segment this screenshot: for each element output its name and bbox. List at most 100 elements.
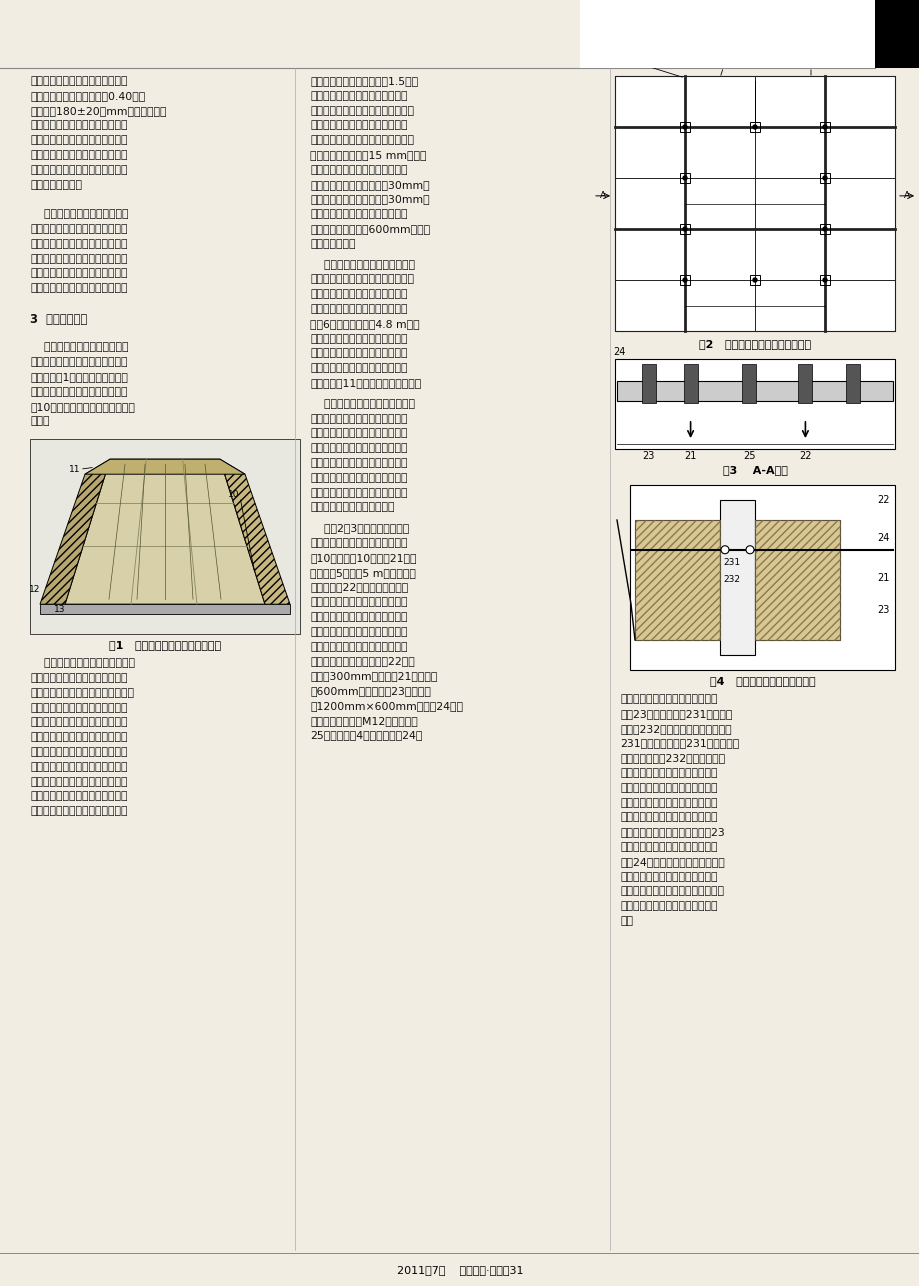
Bar xyxy=(874,0,919,68)
Text: 方法中大墩柱模板支撑的主龙骨采: 方法中大墩柱模板支撑的主龙骨采 xyxy=(310,538,407,548)
Text: A: A xyxy=(903,192,909,201)
Bar xyxy=(679,174,689,183)
Text: 浆，又起到模板定位作用，饰面效: 浆，又起到模板定位作用，饰面效 xyxy=(619,768,717,778)
Text: 图4   本发明中穿墙螺栓应用示意: 图4 本发明中穿墙螺栓应用示意 xyxy=(709,676,814,685)
Text: 231: 231 xyxy=(722,558,739,567)
Text: 根据设计的节点要求对局部进行加: 根据设计的节点要求对局部进行加 xyxy=(619,901,717,912)
Text: 上塑料套管堵头232，既防止了漏: 上塑料套管堵头232，既防止了漏 xyxy=(619,754,724,763)
Text: 22: 22 xyxy=(877,495,889,505)
Text: 加，预埋位置靠近混凝土温差大的: 加，预埋位置靠近混凝土温差大的 xyxy=(30,76,128,86)
Text: 套筒与钢筋连接。: 套筒与钢筋连接。 xyxy=(30,180,82,189)
Text: 水饰面混凝土重要的装饰效果之一，: 水饰面混凝土重要的装饰效果之一， xyxy=(310,105,414,116)
Text: 22: 22 xyxy=(713,58,725,68)
Polygon shape xyxy=(220,459,289,604)
Text: 计的吊环位置，并应尽量保证钢丝: 计的吊环位置，并应尽量保证钢丝 xyxy=(310,444,407,453)
Text: 械化和标准化，提升了工作效率。: 械化和标准化，提升了工作效率。 xyxy=(30,283,128,293)
Bar xyxy=(40,604,289,615)
Text: 并根据实际情况利用边模随时调整；: 并根据实际情况利用边模随时调整； xyxy=(310,274,414,284)
Text: 适用于如图1所示的大面积、大斜: 适用于如图1所示的大面积、大斜 xyxy=(30,372,128,382)
Text: 处因弯起的钢筋顶模板，造成局部: 处因弯起的钢筋顶模板，造成局部 xyxy=(30,777,128,787)
Bar xyxy=(742,364,755,403)
Text: 本发明方法中大墩柱模板的横向分: 本发明方法中大墩柱模板的横向分 xyxy=(310,289,407,300)
Text: 21: 21 xyxy=(643,58,655,68)
Text: 露筋而使外墙大角出现锈斑。对于: 露筋而使外墙大角出现锈斑。对于 xyxy=(30,791,128,801)
Text: 筑完成后的效果，提高了施工的机: 筑完成后的效果，提高了施工的机 xyxy=(30,269,128,278)
Text: 图3    A-A剖面: 图3 A-A剖面 xyxy=(721,466,787,475)
Text: 搭建大墩柱钢筋支撑。施工时，: 搭建大墩柱钢筋支撑。施工时， xyxy=(30,658,135,669)
Text: 21: 21 xyxy=(877,574,889,583)
Text: 是凹入混凝土表面的分格线或装饰: 是凹入混凝土表面的分格线或装饰 xyxy=(310,121,407,130)
Circle shape xyxy=(752,278,756,282)
Text: 柱10清水混凝土的施工。施工步骤: 柱10清水混凝土的施工。施工步骤 xyxy=(30,401,135,412)
Bar xyxy=(579,0,874,68)
Text: 如图2，3所示，本发明施工: 如图2，3所示，本发明施工 xyxy=(310,523,409,534)
Circle shape xyxy=(682,278,686,282)
Text: 同时避让支设模板时穿墙螺栓孔的: 同时避让支设模板时穿墙螺栓孔的 xyxy=(30,702,128,712)
Text: 足锚固长度，又要防止转角及交会: 足锚固长度，又要防止转角及交会 xyxy=(30,761,128,772)
Text: 螺栓23外加塑料套管231和塑料套: 螺栓23外加塑料套管231和塑料套 xyxy=(619,709,732,719)
Text: 混凝土明缝条设计深15 mm，因此: 混凝土明缝条设计深15 mm，因此 xyxy=(310,150,426,159)
Text: 的柏利夹具；紧锁模板的柏利夹具: 的柏利夹具；紧锁模板的柏利夹具 xyxy=(619,872,717,882)
Text: 作为延长对拉螺栓，端部采用直螺: 作为延长对拉螺栓，端部采用直螺 xyxy=(30,150,128,159)
Bar xyxy=(819,122,829,132)
Text: 231，并在塑料套管231的两端头套: 231，并在塑料套管231的两端头套 xyxy=(619,738,739,748)
Text: 转角部、钢结构预埋件等钢筋网片: 转角部、钢结构预埋件等钢筋网片 xyxy=(30,806,128,817)
Text: 13: 13 xyxy=(54,604,65,613)
Text: 强。: 强。 xyxy=(619,916,632,926)
Text: 固的钢筋保护层厚度设置为30mm，: 固的钢筋保护层厚度设置为30mm， xyxy=(310,180,429,189)
Text: 管堵头232，施工时需安装塑料套管: 管堵头232，施工时需安装塑料套管 xyxy=(619,724,731,733)
Text: 缝按设计要求，竖向无分缝；大墩: 缝按设计要求，竖向无分缝；大墩 xyxy=(310,303,407,314)
Text: 线，由于本发明方法中大墩柱的清水: 线，由于本发明方法中大墩柱的清水 xyxy=(310,135,414,145)
Text: 部位。混凝土水胶比最大为0.40，坍: 部位。混凝土水胶比最大为0.40，坍 xyxy=(30,91,145,100)
Text: 行加密，增加抗裂筋。明缝作为清: 行加密，增加抗裂筋。明缝作为清 xyxy=(310,91,407,100)
Text: 本身钢筋作为延长对拉螺栓，端部: 本身钢筋作为延长对拉螺栓，端部 xyxy=(619,813,717,823)
Text: 混凝土的施工难题，保证混凝土浇: 混凝土的施工难题，保证混凝土浇 xyxy=(30,253,128,264)
Text: 2011年7月    施工技术·通讯丨31: 2011年7月 施工技术·通讯丨31 xyxy=(396,1265,523,1274)
Text: 232: 232 xyxy=(722,575,739,584)
Bar xyxy=(845,364,859,403)
Text: 到合适的位置后，采用直通型穿墙: 到合适的位置后，采用直通型穿墙 xyxy=(619,694,717,703)
Text: 22: 22 xyxy=(799,451,811,460)
Bar xyxy=(754,520,839,640)
Text: 落度为（180±20）mm，大墩柱的墙: 落度为（180±20）mm，大墩柱的墙 xyxy=(30,105,166,116)
Bar xyxy=(634,520,720,640)
Text: 如下：: 如下： xyxy=(30,417,50,427)
Text: 23: 23 xyxy=(641,451,654,460)
Text: 处贴双面胶，采用M12的机制螺栓: 处贴双面胶，采用M12的机制螺栓 xyxy=(310,715,417,725)
Text: 合的方式排版，经过电脑精确排版: 合的方式排版，经过电脑精确排版 xyxy=(310,349,407,359)
Text: 将用于保护钢筋不被锈蚀及粘结锚: 将用于保护钢筋不被锈蚀及粘结锚 xyxy=(310,165,407,175)
Text: 按计算机排版配模图配制模板，: 按计算机排版配模图配制模板， xyxy=(310,260,414,270)
Text: 拉螺杆无法实现对拉时，采用墙体: 拉螺杆无法实现对拉时，采用墙体 xyxy=(619,797,717,808)
Bar xyxy=(749,122,759,132)
Text: 在于解决了超大面积、大斜面、不: 在于解决了超大面积、大斜面、不 xyxy=(30,224,128,234)
Text: 使用吊车将模板吊装入位，吊装时: 使用吊车将模板吊装入位，吊装时 xyxy=(310,414,407,423)
Bar xyxy=(754,520,839,640)
Bar xyxy=(679,275,689,285)
Text: 柱的6个面沿周长配置4.8 m高模: 柱的6个面沿周长配置4.8 m高模 xyxy=(310,319,419,329)
Text: 和穿墙螺母，检查模板的支设情况，: 和穿墙螺母，检查模板的支设情况， xyxy=(619,886,723,896)
Bar xyxy=(30,440,300,634)
Bar xyxy=(630,485,894,670)
Circle shape xyxy=(823,125,826,129)
Text: 绳长短一致，确保吊钩挂好后，即: 绳长短一致，确保吊钩挂好后，即 xyxy=(310,458,407,468)
Text: 体采用直通型穿墙螺栓外加塑料套: 体采用直通型穿墙螺栓外加塑料套 xyxy=(30,121,128,130)
Circle shape xyxy=(823,278,826,282)
Circle shape xyxy=(720,545,728,554)
Polygon shape xyxy=(40,459,110,604)
Text: 距与设计的清水混凝土模板的蝉缝: 距与设计的清水混凝土模板的蝉缝 xyxy=(310,642,407,652)
Bar xyxy=(819,275,829,285)
Circle shape xyxy=(823,228,826,231)
Bar xyxy=(614,76,894,331)
Text: 钢筋保护层采用塑料垫块，该塑料: 钢筋保护层采用塑料垫块，该塑料 xyxy=(310,210,407,219)
Text: 的优质木方22。蝉缝是有规则的: 的优质木方22。蝉缝是有规则的 xyxy=(310,583,408,593)
Text: 迹，设计整齐匀称的蝉缝也是混凝: 迹，设计整齐匀称的蝉缝也是混凝 xyxy=(310,612,407,622)
Circle shape xyxy=(752,125,756,129)
Text: 3  具体实施方式: 3 具体实施方式 xyxy=(30,312,87,325)
Circle shape xyxy=(745,545,754,554)
Text: 23: 23 xyxy=(877,604,889,615)
Bar xyxy=(641,364,655,403)
Text: 轻放，在吊装前后和使用中应经常: 轻放，在吊装前后和使用中应经常 xyxy=(310,487,407,498)
Bar xyxy=(617,381,892,401)
Text: 即钢筋保护层垫块的厚度为30mm，: 即钢筋保护层垫块的厚度为30mm， xyxy=(310,194,429,204)
Text: 面、不规则的大体积原浆饰面大墩: 面、不规则的大体积原浆饰面大墩 xyxy=(30,387,128,397)
